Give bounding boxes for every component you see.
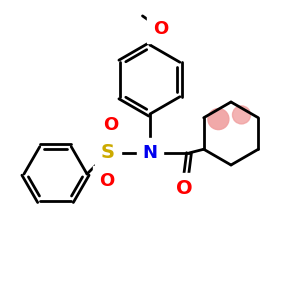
Text: O: O <box>99 172 114 190</box>
Circle shape <box>208 109 229 130</box>
Text: N: N <box>142 144 158 162</box>
Text: O: O <box>153 20 168 38</box>
Text: O: O <box>176 179 193 198</box>
Circle shape <box>232 106 250 124</box>
Text: O: O <box>103 116 118 134</box>
Text: S: S <box>101 143 115 163</box>
